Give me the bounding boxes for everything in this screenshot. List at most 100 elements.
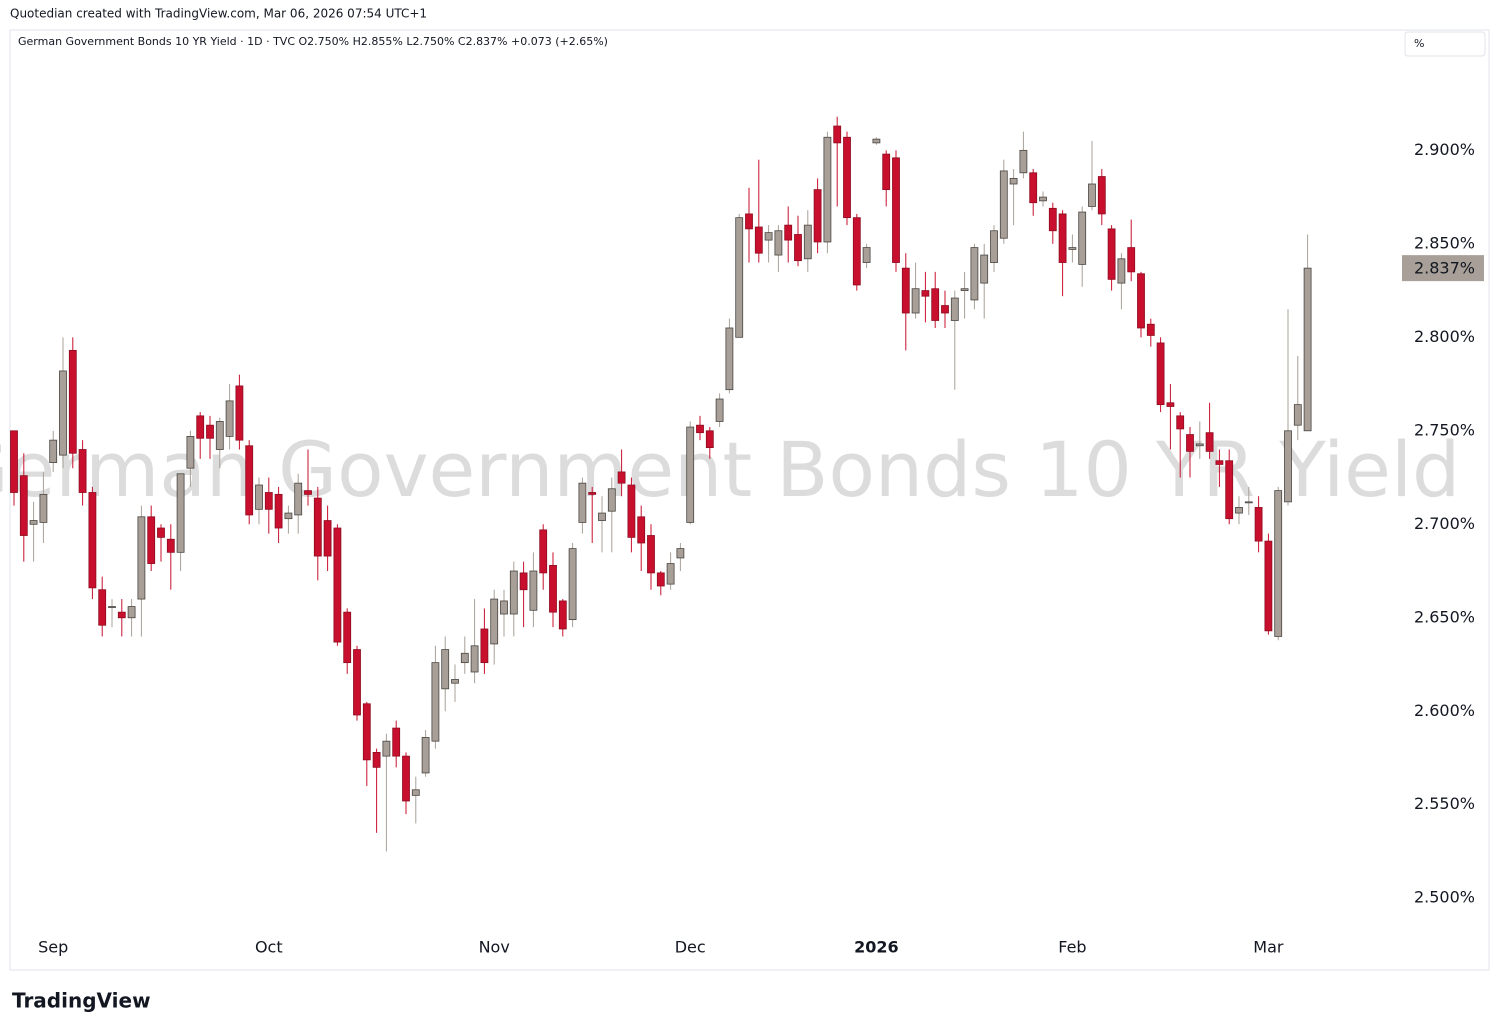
candle-body	[745, 213, 753, 230]
x-tick-label: 2026	[854, 938, 899, 957]
candle-body	[1137, 273, 1145, 329]
candle-body	[470, 645, 479, 673]
candle-body	[421, 737, 430, 774]
candle-body	[1215, 460, 1224, 465]
candle-body	[39, 493, 48, 523]
candle-body	[1303, 267, 1312, 432]
candle-body	[1225, 460, 1234, 520]
y-tick-label: 2.600%	[1414, 701, 1475, 720]
candle-body	[29, 520, 38, 525]
candle-body	[1254, 507, 1263, 542]
candle-body	[333, 527, 342, 643]
candle-body	[705, 430, 714, 449]
candle-body	[1029, 172, 1038, 204]
header: Quotedian created with TradingView.com, …	[10, 7, 427, 21]
candle-body	[843, 136, 851, 219]
candle-body	[1107, 228, 1116, 280]
candle-body	[941, 305, 949, 314]
unit-box[interactable]	[1404, 31, 1486, 57]
candle-body	[274, 493, 283, 529]
candle-body	[362, 703, 371, 761]
candle-body	[1166, 402, 1175, 407]
candle-body	[970, 247, 979, 301]
y-tick-label: 2.700%	[1414, 514, 1475, 533]
candle-body	[10, 430, 18, 493]
unit-label[interactable]: %	[1414, 37, 1424, 50]
candle-body	[68, 350, 77, 454]
candle-body	[1048, 207, 1057, 232]
candle-body	[1009, 177, 1018, 185]
candle-body	[117, 611, 126, 619]
candle-body	[353, 649, 361, 716]
candle-body	[343, 611, 352, 664]
candle-body	[1097, 176, 1106, 215]
candle-body	[88, 492, 97, 589]
candle-body	[176, 473, 185, 553]
candle-body	[539, 529, 548, 574]
candle-body	[372, 751, 381, 768]
candle-body	[1146, 323, 1155, 336]
candle-body	[196, 415, 205, 439]
candle-body	[1156, 342, 1165, 406]
candle-body	[833, 125, 842, 144]
x-tick-label: Nov	[479, 938, 510, 957]
candle-body	[304, 490, 312, 495]
candle-body	[794, 234, 802, 262]
logo: TradingView	[12, 989, 151, 1013]
candle-body	[774, 230, 783, 256]
candle-body	[225, 400, 234, 437]
candle-body	[754, 226, 763, 254]
y-tick-label: 2.750%	[1414, 420, 1475, 439]
candle-body	[411, 789, 420, 796]
candle-body	[1264, 540, 1273, 632]
candle-body	[617, 471, 626, 484]
candle-body	[451, 679, 459, 684]
candle-body	[323, 520, 332, 557]
chart-frame	[9, 29, 1490, 971]
candle-body	[696, 424, 704, 434]
candle-body	[637, 516, 646, 544]
candle-body	[284, 512, 293, 520]
candle-body	[549, 565, 557, 613]
candle-body	[558, 600, 567, 630]
y-tick-label: 2.800%	[1414, 327, 1475, 346]
legend: German Government Bonds 10 YR Yield · 1D…	[18, 35, 608, 48]
y-tick-label: 2.500%	[1414, 888, 1475, 907]
candle-body	[627, 484, 636, 538]
candle-body	[402, 755, 410, 802]
candle-body	[950, 297, 959, 321]
candle-body	[999, 170, 1008, 239]
candle-body	[245, 445, 254, 516]
candle-body	[960, 288, 969, 291]
y-tick-label: 2.850%	[1414, 233, 1475, 252]
candle-body	[255, 484, 263, 510]
candle-body	[294, 482, 303, 516]
watermark: German Government Bonds 10 YR Yield	[0, 425, 1460, 514]
candle-body	[1293, 404, 1302, 426]
candle-body	[980, 254, 989, 284]
candle-body	[862, 247, 871, 263]
candle-body	[480, 628, 489, 664]
candle-body	[19, 475, 28, 536]
x-tick-label: Oct	[255, 938, 283, 957]
candle-body	[509, 570, 518, 615]
candle-body	[127, 606, 136, 619]
candle-body	[656, 572, 665, 587]
y-tick-label: 2.900%	[1414, 140, 1475, 159]
candle-body	[568, 548, 577, 621]
candle-body	[1088, 183, 1096, 207]
candle-body	[725, 327, 734, 391]
candle-body	[911, 288, 920, 314]
candle-body	[1186, 434, 1194, 452]
candle-body	[78, 449, 87, 493]
candle-body	[1244, 501, 1253, 504]
candle-body	[813, 189, 822, 243]
candle-body	[1078, 211, 1087, 265]
candle-body	[500, 600, 508, 615]
x-tick-label: Mar	[1253, 938, 1284, 957]
candle-body	[647, 535, 655, 574]
candle-body	[460, 652, 469, 664]
candle-body	[392, 727, 401, 757]
candle-body	[892, 157, 900, 263]
candle-body	[147, 516, 156, 564]
